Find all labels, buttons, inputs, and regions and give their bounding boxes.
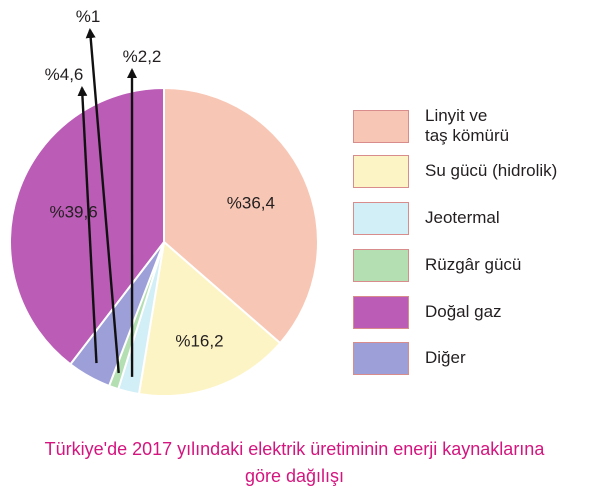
legend-swatch-3 <box>353 248 409 282</box>
slice-label-0: %36,4 <box>227 193 275 212</box>
pie-chart: %36,4 %16,2 %2,2 %1 %4,6 %39,6 <box>8 7 319 397</box>
legend-item-4: Diğer <box>353 340 466 376</box>
legend-item-0: Linyit ve taş kömürü <box>353 106 510 145</box>
legend: Linyit ve taş kömürü Su gücü (hidrolik) Je… <box>353 0 589 430</box>
legend-swatch-2 <box>353 201 409 235</box>
legend-item-2: Jeotermal <box>353 200 500 236</box>
pie-slice-0 <box>163 86 319 345</box>
chart-caption: Türkiye'de 2017 yılındaki elektrik üreti… <box>0 436 589 490</box>
callout-arrow-3 <box>85 28 120 374</box>
legend-item-3: Rüzgâr gücü <box>353 247 521 283</box>
pie-chart-svg: %36,4 %16,2 %2,2 %1 %4,6 %39,6 <box>8 7 319 397</box>
callout-arrow-4 <box>77 86 98 364</box>
legend-label-5: Doğal gaz <box>425 302 502 321</box>
slice-label-4: %4,6 <box>45 65 84 84</box>
pie-slice-5 <box>8 86 165 366</box>
legend-swatch-4 <box>353 341 409 375</box>
caption-line-1: Türkiye'de 2017 yılındaki elektrik üreti… <box>44 439 545 459</box>
pie-slice-1 <box>137 240 282 397</box>
caption-line-2: göre dağılışı <box>244 466 345 486</box>
legend-label-3: Rüzgâr gücü <box>425 255 522 274</box>
legend-label-2: Jeotermal <box>425 208 500 227</box>
legend-label-0: Linyit ve taş kömürü <box>425 106 510 145</box>
slice-label-5: %39,6 <box>49 202 97 221</box>
legend-label-4: Diğer <box>425 348 466 367</box>
legend-swatch-5 <box>353 295 409 329</box>
legend-item-1: Su gücü (hidrolik) <box>353 153 557 189</box>
pie-slices <box>8 86 319 397</box>
legend-label-1: Su gücü (hidrolik) <box>425 161 558 180</box>
slice-label-2: %2,2 <box>123 47 162 66</box>
legend-swatch-1 <box>353 154 409 188</box>
slice-label-1: %16,2 <box>175 332 223 351</box>
slice-label-3: %1 <box>76 7 101 26</box>
legend-item-5: Doğal gaz <box>353 294 502 330</box>
slice-labels: %36,4 %16,2 %2,2 %1 %4,6 %39,6 <box>45 7 275 377</box>
legend-swatch-0 <box>353 109 409 143</box>
